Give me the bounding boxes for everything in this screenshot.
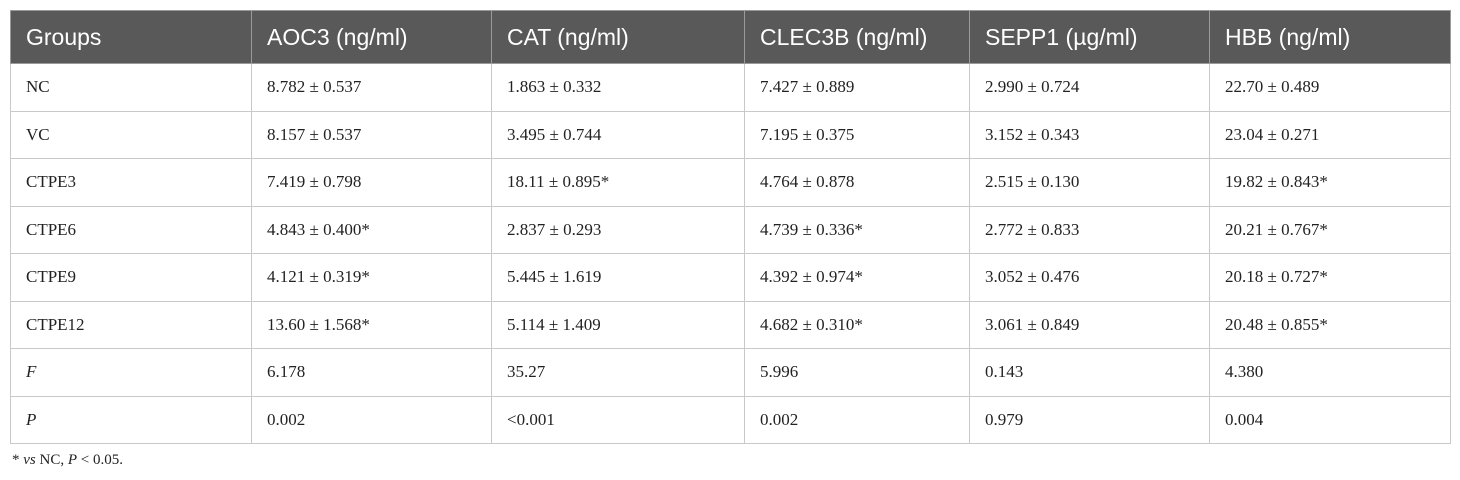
- table-cell: 4.121 ± 0.319*: [251, 253, 492, 302]
- table-cell: 5.996: [744, 348, 970, 397]
- footnote-p-label: P: [67, 452, 78, 468]
- table-cell: 5.445 ± 1.619: [491, 253, 745, 302]
- table-cell: 4.682 ± 0.310*: [744, 300, 970, 349]
- table-row-p-value: P 0.002 <0.001 0.002 0.979 0.004: [10, 395, 1451, 444]
- table-cell: 5.114 ± 1.409: [491, 300, 745, 349]
- header-hbb: HBB (ng/ml): [1209, 10, 1451, 64]
- table-cell: 4.764 ± 0.878: [744, 158, 970, 207]
- table-row: CTPE9 4.121 ± 0.319* 5.445 ± 1.619 4.392…: [10, 253, 1451, 302]
- table-cell: 8.782 ± 0.537: [251, 63, 492, 112]
- table-row: CTPE6 4.843 ± 0.400* 2.837 ± 0.293 4.739…: [10, 205, 1451, 254]
- header-aoc3: AOC3 (ng/ml): [251, 10, 492, 64]
- table-cell: 2.837 ± 0.293: [491, 205, 745, 254]
- row-label: CTPE6: [10, 205, 252, 254]
- table-cell: 1.863 ± 0.332: [491, 63, 745, 112]
- table-cell: 4.739 ± 0.336*: [744, 205, 970, 254]
- table-cell: 20.18 ± 0.727*: [1209, 253, 1451, 302]
- table-cell: 20.21 ± 0.767*: [1209, 205, 1451, 254]
- row-label: CTPE3: [10, 158, 252, 207]
- table-cell: 3.061 ± 0.849: [969, 300, 1210, 349]
- table-cell: 35.27: [491, 348, 745, 397]
- table-header: Groups AOC3 (ng/ml) CAT (ng/ml) CLEC3B (…: [10, 10, 1451, 64]
- table-cell: 4.392 ± 0.974*: [744, 253, 970, 302]
- row-label-f: F: [10, 348, 252, 397]
- row-label: CTPE9: [10, 253, 252, 302]
- footnote-vs: vs: [23, 452, 36, 468]
- table-cell: 7.419 ± 0.798: [251, 158, 492, 207]
- table-cell: 2.515 ± 0.130: [969, 158, 1210, 207]
- row-label: NC: [10, 63, 252, 112]
- table-cell: 3.152 ± 0.343: [969, 110, 1210, 159]
- table-cell: 7.195 ± 0.375: [744, 110, 970, 159]
- table-cell: <0.001: [491, 395, 745, 444]
- row-label: VC: [10, 110, 252, 159]
- table-cell: 13.60 ± 1.568*: [251, 300, 492, 349]
- table-cell: 0.143: [969, 348, 1210, 397]
- table-cell: 6.178: [251, 348, 492, 397]
- footnote-marker: *: [12, 452, 20, 468]
- footnote-p-value: < 0.05.: [80, 452, 123, 468]
- table-cell: 4.843 ± 0.400*: [251, 205, 492, 254]
- table-cell: 0.004: [1209, 395, 1451, 444]
- table-cell: 7.427 ± 0.889: [744, 63, 970, 112]
- table-cell: 18.11 ± 0.895*: [491, 158, 745, 207]
- table-cell: 0.002: [251, 395, 492, 444]
- row-label: CTPE12: [10, 300, 252, 349]
- table-cell: 3.495 ± 0.744: [491, 110, 745, 159]
- table-cell: 2.772 ± 0.833: [969, 205, 1210, 254]
- header-row: Groups AOC3 (ng/ml) CAT (ng/ml) CLEC3B (…: [10, 10, 1451, 64]
- table-row: NC 8.782 ± 0.537 1.863 ± 0.332 7.427 ± 0…: [10, 63, 1451, 112]
- header-cat: CAT (ng/ml): [491, 10, 745, 64]
- footnote-group: NC,: [39, 452, 65, 468]
- table-row: CTPE3 7.419 ± 0.798 18.11 ± 0.895* 4.764…: [10, 158, 1451, 207]
- header-sepp1: SEPP1 (µg/ml): [969, 10, 1210, 64]
- data-table: Groups AOC3 (ng/ml) CAT (ng/ml) CLEC3B (…: [10, 10, 1451, 444]
- table-body: NC 8.782 ± 0.537 1.863 ± 0.332 7.427 ± 0…: [10, 63, 1451, 444]
- table-row-f-statistic: F 6.178 35.27 5.996 0.143 4.380: [10, 348, 1451, 397]
- table-cell: 20.48 ± 0.855*: [1209, 300, 1451, 349]
- table-cell: 23.04 ± 0.271: [1209, 110, 1451, 159]
- table-cell: 0.979: [969, 395, 1210, 444]
- header-groups: Groups: [10, 10, 252, 64]
- table-cell: 2.990 ± 0.724: [969, 63, 1210, 112]
- table-cell: 22.70 ± 0.489: [1209, 63, 1451, 112]
- table-cell: 8.157 ± 0.537: [251, 110, 492, 159]
- table-row: VC 8.157 ± 0.537 3.495 ± 0.744 7.195 ± 0…: [10, 110, 1451, 159]
- table-cell: 0.002: [744, 395, 970, 444]
- table-cell: 4.380: [1209, 348, 1451, 397]
- row-label-p: P: [10, 395, 252, 444]
- table-row: CTPE12 13.60 ± 1.568* 5.114 ± 1.409 4.68…: [10, 300, 1451, 349]
- header-clec3b: CLEC3B (ng/ml): [744, 10, 970, 64]
- table-footnote: * vs NC, P < 0.05.: [12, 452, 123, 469]
- data-table-container: Groups AOC3 (ng/ml) CAT (ng/ml) CLEC3B (…: [10, 10, 1451, 444]
- table-cell: 3.052 ± 0.476: [969, 253, 1210, 302]
- table-cell: 19.82 ± 0.843*: [1209, 158, 1451, 207]
